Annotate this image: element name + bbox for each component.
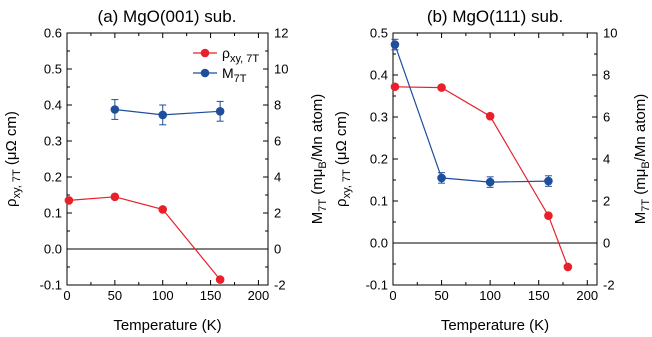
y-right-tick-label: 8 [274, 98, 281, 113]
y-left-tick-label: 0.5 [44, 62, 62, 77]
y-right-label-sub2: B [317, 161, 329, 168]
legend-label: ρxy, 7T [222, 45, 259, 65]
y-right-label-tail: /Mn atom) [632, 94, 649, 162]
data-point-right [390, 40, 400, 49]
y-right-label-rest: (mμ [632, 169, 649, 199]
series-line-right [114, 108, 221, 116]
x-tick-label: 0 [63, 288, 70, 303]
y-right-label-sub2: B [640, 161, 652, 168]
y-left-tick-label: 0.4 [370, 68, 388, 83]
y-right-tick-label: 4 [274, 170, 281, 185]
chart-title: (b) MgO(111) sub. [427, 7, 563, 26]
chart-panel-b: (b) MgO(111) sub.0 50 100 150 200-0.10.00.10… [333, 7, 652, 334]
y-left-tick-label: 0.5 [370, 26, 388, 41]
y-left-label-unit: (μΩ cm) [3, 111, 20, 169]
data-point-right [544, 176, 553, 186]
series-line-left [68, 196, 221, 280]
y-left-tick-label: 0.1 [370, 194, 388, 209]
y-left-tick-label: 0.4 [44, 98, 62, 113]
y-left-tick-label: 0.1 [44, 206, 62, 221]
data-point-right [437, 173, 446, 183]
legend-label-sub: 7T [234, 73, 247, 85]
x-tick-label: 150 [528, 288, 550, 303]
y-right-tick-label: 6 [603, 110, 610, 125]
y-right-axis-label: M7T (mμB/Mn atom) [309, 94, 329, 225]
x-tick-label: 100 [152, 288, 174, 303]
y-left-label-base: ρ [3, 198, 20, 207]
data-point-left [64, 196, 74, 205]
data-point-left [215, 275, 225, 284]
y-right-label-rest: (mμ [309, 169, 326, 199]
legend-marker [200, 68, 210, 78]
y-right-label-base: M [632, 212, 649, 225]
x-tick-label: 150 [200, 288, 222, 303]
x-axis-label: Temperature (K) [113, 317, 221, 334]
y-right-label-tail: /Mn atom) [309, 94, 326, 162]
y-left-label-unit: (μΩ cm) [333, 111, 350, 169]
y-left-axis-label: ρxy, 7T (μΩ cm) [333, 111, 353, 207]
x-tick-label: 200 [248, 288, 270, 303]
y-left-tick-label: 0.3 [44, 134, 62, 149]
y-right-axis-label: M7T (mμB/Mn atom) [632, 94, 652, 225]
y-left-tick-label: 0.6 [44, 26, 62, 41]
x-tick-label: 100 [479, 288, 501, 303]
legend-marker [200, 48, 210, 58]
legend-label-base: ρ [222, 45, 230, 61]
y-right-label-sub: 7T [317, 199, 329, 212]
legend-label-sub: xy, 7T [230, 53, 259, 65]
x-axis-label: Temperature (K) [441, 317, 549, 334]
y-right-tick-label: 2 [603, 194, 610, 209]
y-right-tick-label: 0 [603, 236, 610, 251]
y-left-tick-label: 0.2 [44, 170, 62, 185]
y-left-tick-label: 0.2 [370, 152, 388, 167]
series-line-right [394, 44, 549, 183]
y-right-label-base: M [309, 212, 326, 225]
y-right-tick-label: 2 [274, 206, 281, 221]
data-point-left [437, 83, 446, 92]
data-point-left [485, 111, 495, 121]
y-right-tick-label: -2 [274, 278, 286, 293]
y-right-tick-label: 12 [274, 26, 288, 41]
plot-frame [392, 32, 598, 286]
chart-title: (a) MgO(001) sub. [98, 7, 237, 26]
y-right-tick-label: 0 [274, 242, 281, 257]
y-right-label-sub: 7T [640, 199, 652, 212]
data-point-right [158, 110, 168, 120]
legend-label-base: M [222, 65, 234, 81]
y-left-tick-label: -0.1 [366, 278, 388, 293]
y-left-label-base: ρ [333, 198, 350, 207]
series-line-left [394, 86, 569, 268]
data-point-left [158, 205, 168, 214]
data-point-left [563, 262, 573, 272]
y-right-tick-label: -2 [603, 278, 615, 293]
y-right-tick-label: 8 [603, 68, 610, 83]
data-point-right [215, 107, 225, 116]
data-point-left [110, 192, 120, 202]
y-left-tick-label: 0.0 [370, 236, 388, 251]
y-left-tick-label: 0.0 [44, 242, 62, 257]
data-point-right [485, 177, 495, 187]
y-left-tick-label: 0.3 [370, 110, 388, 125]
y-left-label-sub: xy, 7T [341, 169, 353, 198]
y-right-tick-label: 4 [603, 152, 610, 167]
x-tick-label: 200 [576, 288, 598, 303]
y-left-tick-label: -0.1 [40, 278, 62, 293]
data-point-left [390, 82, 400, 92]
x-tick-label: 50 [434, 288, 448, 303]
y-right-tick-label: 10 [274, 62, 288, 77]
legend-label: M7T [222, 65, 247, 85]
data-point-left [544, 211, 553, 220]
chart-panel-a: (a) MgO(001) sub.0 50 100 150 200-0.10.00.10… [3, 7, 329, 334]
x-tick-label: 0 [389, 288, 396, 303]
y-right-tick-label: 6 [274, 134, 281, 149]
y-left-axis-label: ρxy, 7T (μΩ cm) [3, 111, 23, 207]
x-tick-label: 50 [108, 288, 122, 303]
plot-frame [66, 32, 269, 286]
y-left-label-sub: xy, 7T [11, 169, 23, 198]
data-point-right [110, 105, 120, 114]
y-right-tick-label: 10 [603, 26, 617, 41]
